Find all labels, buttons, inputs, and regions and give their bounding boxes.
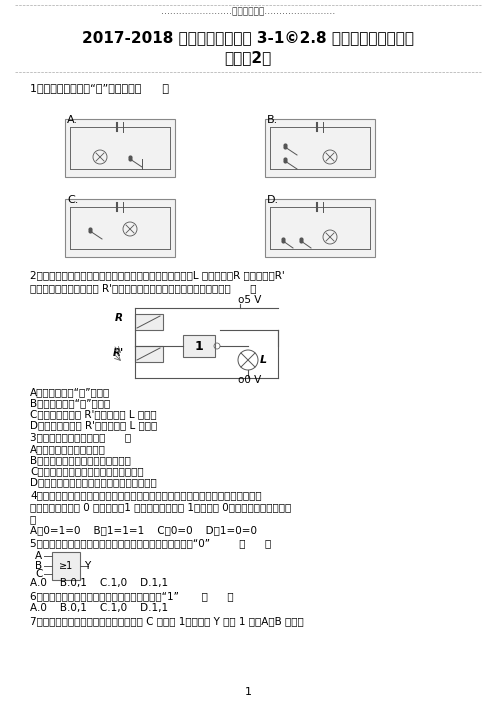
Text: 7．如图是一个三输入端复合门电路，当 C 端输入 1，输出端 Y 输出 1 时，A、B 的输入: 7．如图是一个三输入端复合门电路，当 C 端输入 1，输出端 Y 输出 1 时，… [30,616,304,626]
Text: C．集成电路由三种最基本的门电路构成: C．集成电路由三种最基本的门电路构成 [30,466,144,476]
Bar [52,552,80,580]
Bar [183,335,215,357]
Text: 1: 1 [194,340,203,352]
Bar [65,119,175,177]
Text: A.0    B.0,1    C.1,0    D.1,1: A.0 B.0,1 C.1,0 D.1,1 [30,603,168,613]
Text: B．逻辑电路是“与”门电路: B．逻辑电路是“与”门电路 [30,398,110,408]
Text: 使灯亮点亮．若用 0 表示关灯，1 表示开灯，输入为 1，灯亮为 0，则下列逻辑式正确的: 使灯亮点亮．若用 0 表示关灯，1 表示开灯，输入为 1，灯亮为 0，则下列逻辑… [30,502,291,512]
Text: 4．走廊里有一盏灯，在走廊两端各有一个开关，我们希望无论哪一个开关接通都能: 4．走廊里有一盏灯，在走廊两端各有一个开关，我们希望无论哪一个开关接通都能 [30,490,261,500]
Text: Y: Y [84,561,90,571]
Text: D．集成电路可变性高，寿命长，但耗电量高: D．集成电路可变性高，寿命长，但耗电量高 [30,477,157,487]
Text: A.0    B.0,1    C.1,0    D.1,1: A.0 B.0,1 C.1,0 D.1,1 [30,578,168,588]
Text: 6．与门的输入端输入信号为何时，输出端输出“1”       （      ）: 6．与门的输入端输入信号为何时，输出端输出“1” （ ） [30,591,234,601]
Text: R': R' [113,348,124,358]
Text: R: R [115,313,123,323]
Text: A: A [35,551,42,561]
Bar [65,199,175,257]
Bar [135,346,163,362]
Text: A．逻辑电路是“或”门电路: A．逻辑电路是“或”门电路 [30,387,110,397]
Text: D.: D. [267,195,279,205]
Text: 3．下列说法中正确的是（      ）: 3．下列说法中正确的是（ ） [30,432,131,442]
Text: 5．如图所示，或门的输入端输入信号为何时，输出端输出“0”         （      ）: 5．如图所示，或门的输入端输入信号为何时，输出端输出“0” （ ） [30,538,271,548]
Bar [135,314,163,330]
Text: 1．以下电路是开关“与”电路的是（      ）: 1．以下电路是开关“与”电路的是（ ） [30,83,169,93]
Text: o0 V: o0 V [238,375,261,385]
Text: 2．如图为某一控制小灯泡点亮和息天的简单逻辑电路图，L 为小灯泡，R 为电阻筱，R': 2．如图为某一控制小灯泡点亮和息天的简单逻辑电路图，L 为小灯泡，R 为电阻筱，… [30,270,285,280]
Text: 为光敏电阻．有光照射时 R'的阻值将显著变小．下列说法中正确的是（      ）: 为光敏电阻．有光照射时 R'的阻值将显著变小．下列说法中正确的是（ ） [30,283,256,293]
Text: B: B [35,561,42,571]
Text: o5 V: o5 V [238,295,261,305]
Bar [265,199,375,257]
Text: C: C [35,569,42,579]
Text: 1: 1 [245,687,251,697]
Text: 是: 是 [30,514,36,524]
Text: A．0=1=0    B．1=1=1    C．0=0    D．1=0=0: A．0=1=0 B．1=1=1 C．0=0 D．1=0=0 [30,525,257,535]
Bar [265,119,375,177]
Text: L: L [260,355,267,365]
Text: 作业（2）: 作业（2） [224,51,272,65]
Text: ……………………名校名师推荐……………………: ……………………名校名师推荐…………………… [161,8,335,17]
Text: B．逻辑电路可存在两种以上的状态: B．逻辑电路可存在两种以上的状态 [30,455,131,465]
Text: A.: A. [67,115,78,125]
Text: C．有光照射电阻 R'时，小灯泡 L 将发光: C．有光照射电阻 R'时，小灯泡 L 将发光 [30,409,157,419]
Text: 2017-2018 学年度教科版选修 3-1©2.8 逻辑电路和控制电路: 2017-2018 学年度教科版选修 3-1©2.8 逻辑电路和控制电路 [82,30,414,46]
Text: C.: C. [67,195,78,205]
Text: D．无光照射电阻 R'时，小灯泡 L 将发光: D．无光照射电阻 R'时，小灯泡 L 将发光 [30,420,157,430]
Text: A．逻辑电路就是数字电路: A．逻辑电路就是数字电路 [30,444,106,454]
Text: B.: B. [267,115,278,125]
Text: ≥1: ≥1 [59,561,73,571]
